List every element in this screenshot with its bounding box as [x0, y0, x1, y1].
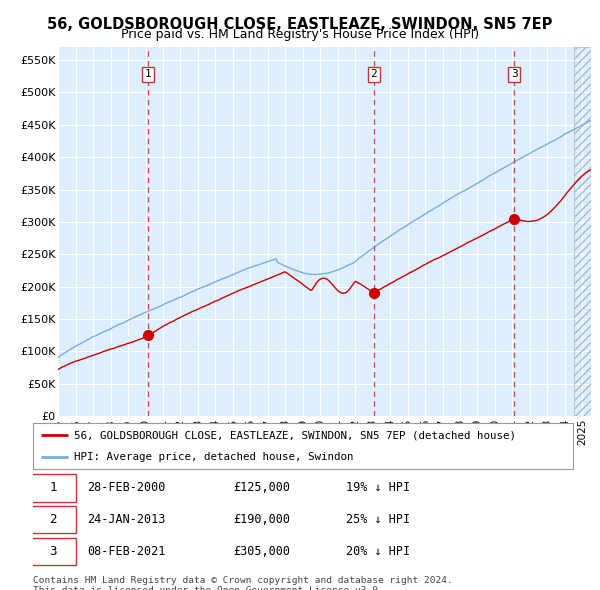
- FancyBboxPatch shape: [30, 538, 76, 565]
- Text: 25% ↓ HPI: 25% ↓ HPI: [346, 513, 410, 526]
- Text: 3: 3: [49, 545, 57, 558]
- Text: 3: 3: [511, 70, 518, 80]
- Text: £125,000: £125,000: [233, 481, 290, 494]
- Text: 20% ↓ HPI: 20% ↓ HPI: [346, 545, 410, 558]
- FancyBboxPatch shape: [33, 423, 573, 469]
- Text: Price paid vs. HM Land Registry's House Price Index (HPI): Price paid vs. HM Land Registry's House …: [121, 28, 479, 41]
- FancyBboxPatch shape: [30, 474, 76, 502]
- Text: £190,000: £190,000: [233, 513, 290, 526]
- Text: 1: 1: [49, 481, 57, 494]
- Text: £305,000: £305,000: [233, 545, 290, 558]
- Text: 56, GOLDSBOROUGH CLOSE, EASTLEAZE, SWINDON, SN5 7EP: 56, GOLDSBOROUGH CLOSE, EASTLEAZE, SWIND…: [47, 17, 553, 31]
- Text: HPI: Average price, detached house, Swindon: HPI: Average price, detached house, Swin…: [74, 451, 353, 461]
- Text: 19% ↓ HPI: 19% ↓ HPI: [346, 481, 410, 494]
- Text: 24-JAN-2013: 24-JAN-2013: [87, 513, 166, 526]
- Text: 1: 1: [145, 70, 152, 80]
- Text: 2: 2: [370, 70, 377, 80]
- Text: 28-FEB-2000: 28-FEB-2000: [87, 481, 166, 494]
- Text: 08-FEB-2021: 08-FEB-2021: [87, 545, 166, 558]
- Text: Contains HM Land Registry data © Crown copyright and database right 2024.
This d: Contains HM Land Registry data © Crown c…: [33, 576, 453, 590]
- Text: 56, GOLDSBOROUGH CLOSE, EASTLEAZE, SWINDON, SN5 7EP (detached house): 56, GOLDSBOROUGH CLOSE, EASTLEAZE, SWIND…: [74, 431, 515, 441]
- Text: 2: 2: [49, 513, 57, 526]
- FancyBboxPatch shape: [30, 506, 76, 533]
